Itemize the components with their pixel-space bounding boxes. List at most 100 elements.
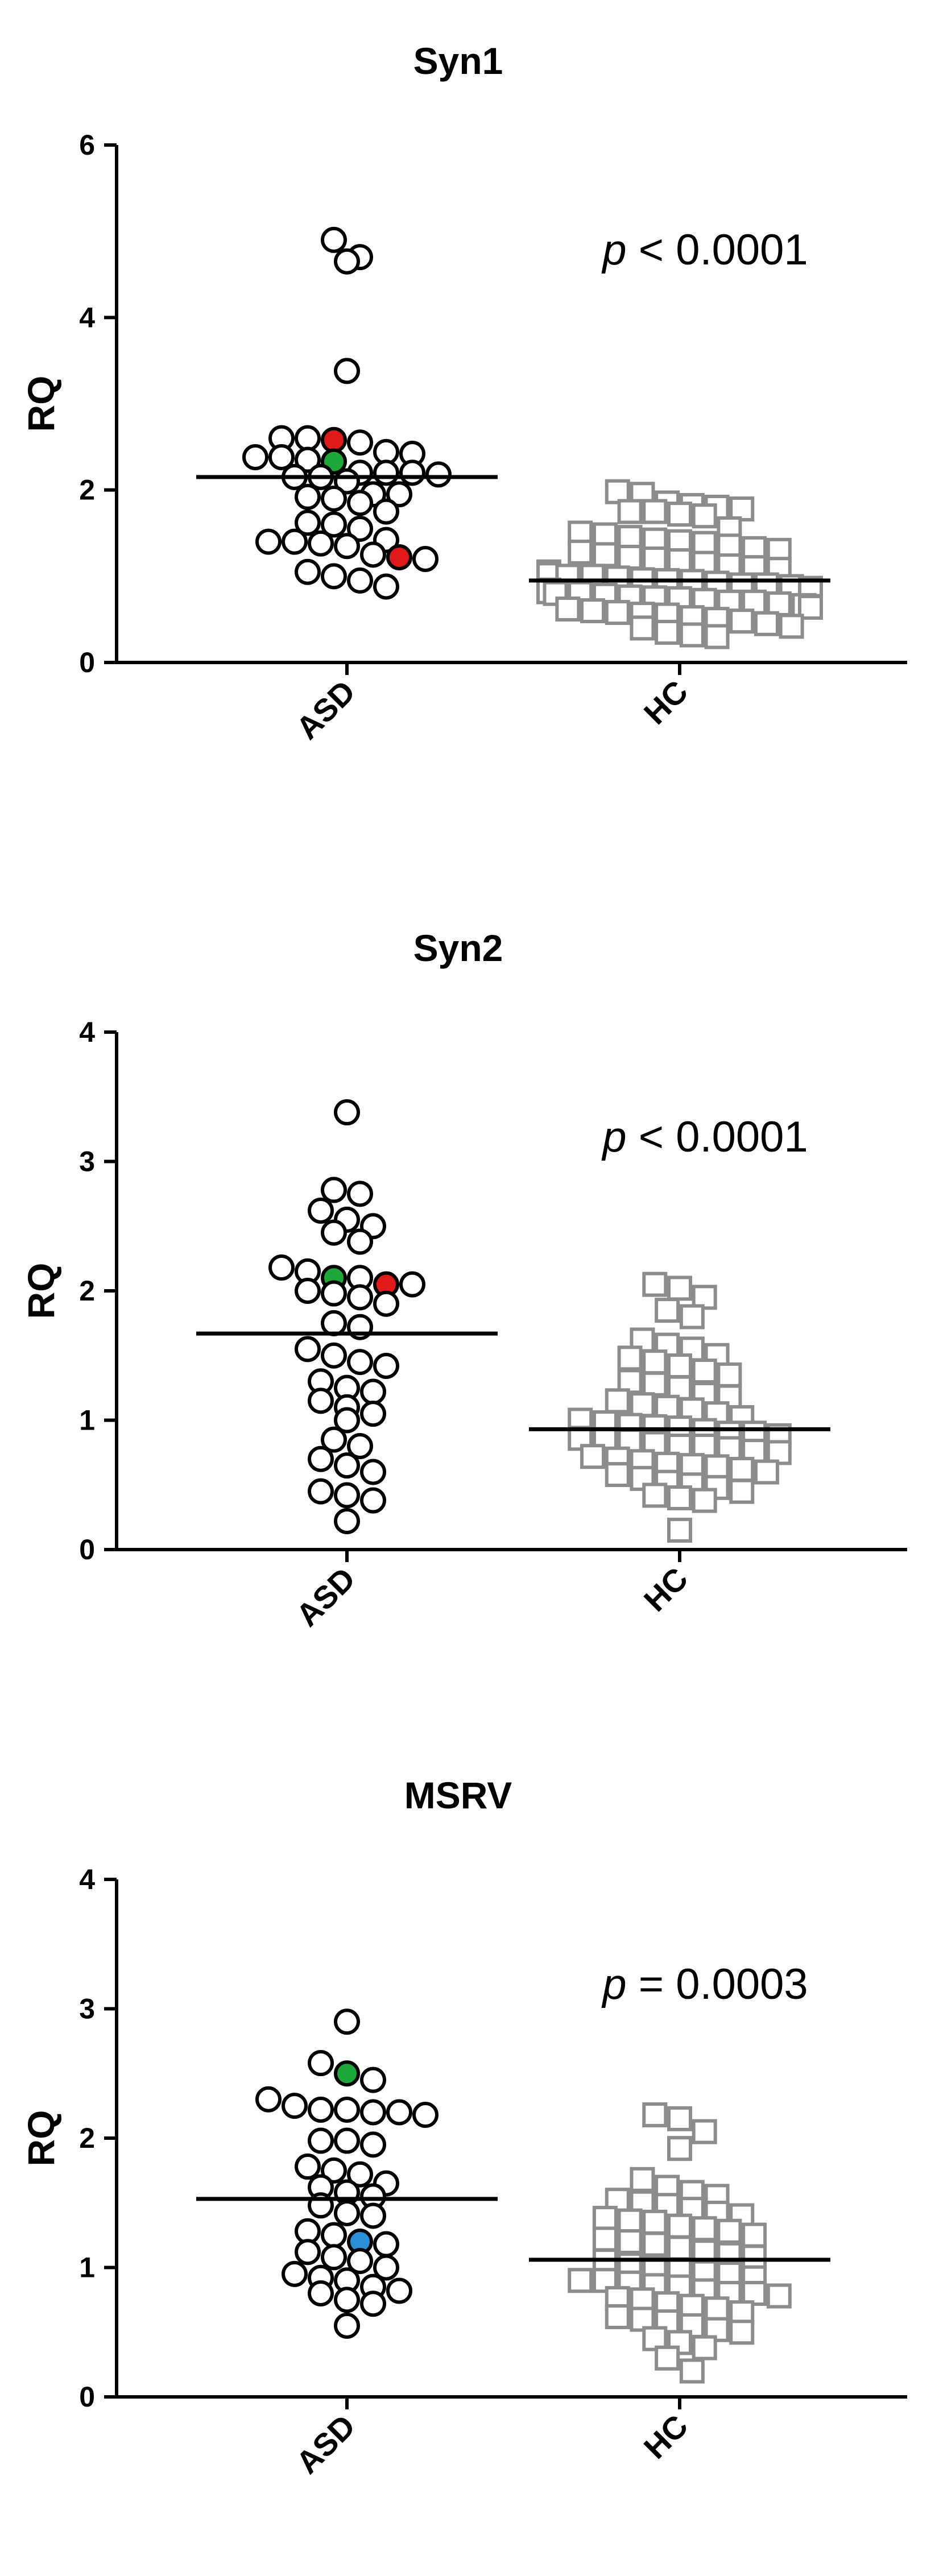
hc-point (779, 614, 804, 639)
y-tick-label: 4 (79, 301, 95, 333)
hc-point (642, 499, 668, 524)
asd-point (412, 546, 439, 572)
asd-point (295, 2153, 321, 2180)
asd-point (360, 2066, 386, 2093)
hc-point (592, 2226, 618, 2252)
asd-point (308, 1478, 334, 1505)
asd-point (347, 1181, 373, 1207)
hc-point (655, 619, 680, 645)
hc-point (729, 2320, 755, 2345)
asd-point (321, 2222, 347, 2248)
asd-point (373, 2254, 399, 2281)
y-tick-label: 0 (79, 2381, 95, 2413)
hc-point (642, 1272, 668, 1297)
asd-point (360, 1378, 386, 1405)
series-hc (529, 479, 830, 649)
asd-point (360, 2202, 386, 2229)
asd-point (334, 2060, 360, 2087)
asd-point (360, 2099, 386, 2126)
asd-point (399, 459, 425, 486)
asd-point (334, 533, 360, 560)
asd-point (334, 248, 360, 275)
series-asd (196, 2008, 498, 2339)
asd-point (360, 1401, 386, 1427)
y-tick-label: 2 (79, 1275, 95, 1307)
hc-point (592, 2206, 618, 2231)
asd-point (321, 1280, 347, 1307)
hc-point (642, 2102, 668, 2128)
asd-point (347, 429, 373, 456)
hc-point (679, 622, 705, 648)
asd-point (347, 2248, 373, 2275)
hc-point (729, 496, 755, 522)
hc-point (667, 1275, 692, 1301)
hc-point (630, 1392, 655, 1418)
hc-point (605, 2304, 630, 2329)
asd-point (334, 1508, 360, 1534)
asd-point (308, 1197, 334, 1224)
asd-point (282, 2093, 308, 2119)
hc-point (679, 1304, 705, 1330)
asd-point (282, 528, 308, 555)
chart-svg: Syn1 RQ 0 2 4 6 ASD HC p < 0.0001 (20, 40, 907, 746)
asd-point (373, 1352, 399, 1379)
asd-point (295, 446, 321, 473)
asd-point (321, 1219, 347, 1246)
asd-point (386, 2099, 412, 2126)
hc-point (717, 1362, 742, 1388)
asd-point (360, 541, 386, 568)
y-tick-label: 6 (79, 129, 95, 161)
hc-point (742, 2244, 767, 2270)
hc-point (667, 1353, 692, 1378)
hc-point (667, 2235, 692, 2261)
asd-point (321, 226, 347, 253)
asd-point (321, 426, 347, 453)
hc-point (617, 499, 643, 524)
hc-point (729, 1456, 755, 1482)
hc-point (754, 611, 779, 636)
asd-point (347, 490, 373, 516)
asd-point (321, 1426, 347, 1453)
hc-point (617, 2229, 643, 2254)
hc-point (617, 544, 643, 570)
asd-point (321, 485, 347, 512)
asd-point (347, 515, 373, 542)
p-symbol: p (601, 1113, 626, 1161)
hc-point (667, 2106, 692, 2131)
asd-point (295, 558, 321, 585)
p-value-text: < 0.0001 (627, 1113, 808, 1161)
hc-point (667, 1485, 692, 1510)
asd-point (425, 461, 452, 488)
asd-point (321, 1310, 347, 1336)
hc-point (568, 2268, 593, 2293)
asd-point (321, 1177, 347, 1203)
asd-point (360, 1487, 386, 1514)
hc-point (766, 2283, 792, 2309)
y-tick-label: 1 (79, 1405, 95, 1436)
asd-point (334, 1482, 360, 1509)
y-tick-label: 3 (79, 1993, 95, 2025)
asd-point (295, 483, 321, 510)
hc-point (605, 1462, 630, 1488)
asd-point (373, 498, 399, 525)
asd-point (321, 2244, 347, 2271)
asd-point (347, 2161, 373, 2188)
hc-point (667, 502, 692, 527)
asd-point (295, 1336, 321, 1362)
hc-point (655, 2345, 680, 2371)
asd-point (308, 1446, 334, 1472)
y-tick-label: 4 (79, 1863, 95, 1895)
asd-point (295, 425, 321, 452)
x-tick-label: HC (637, 1560, 695, 1618)
y-tick-label: 3 (79, 1146, 95, 1178)
hc-point (630, 2167, 655, 2192)
hc-point (729, 1478, 755, 1504)
asd-point (360, 2131, 386, 2158)
hc-point (642, 1371, 668, 1397)
y-tick-label: 0 (79, 647, 95, 678)
y-tick-label: 1 (79, 2252, 95, 2284)
asd-point (334, 358, 360, 384)
y-tick-label: 0 (79, 1534, 95, 1566)
asd-point (282, 2260, 308, 2287)
asd-point (334, 2008, 360, 2035)
